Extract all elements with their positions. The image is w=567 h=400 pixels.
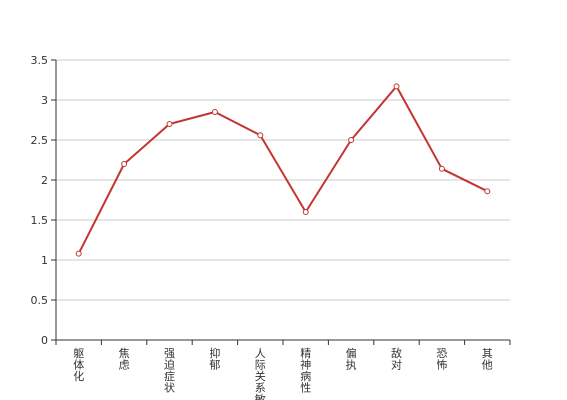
data-point[interactable] — [438, 165, 445, 172]
data-point[interactable] — [75, 250, 82, 257]
x-tick-label: 精神病性 — [300, 347, 311, 395]
x-tick-label: 偏执 — [346, 346, 357, 372]
y-tick-labels: 0 0.5 1 1.5 2 2.5 3 3.5 — [31, 54, 49, 347]
grid-lines — [56, 59, 510, 301]
axes — [51, 59, 511, 345]
series — [75, 83, 491, 257]
y-tick-label: 1 — [41, 254, 48, 267]
y-tick-label: 3 — [41, 94, 48, 107]
x-tick-label: 焦虑 — [119, 347, 130, 372]
y-tick-label: 0.5 — [31, 294, 49, 307]
data-point[interactable] — [484, 188, 491, 195]
y-tick-label: 3.5 — [31, 54, 49, 67]
y-tick-label: 1.5 — [31, 214, 49, 227]
data-point[interactable] — [393, 83, 400, 90]
x-tick-label: 躯体化 — [73, 347, 84, 383]
y-tick-label: 2.5 — [31, 134, 49, 147]
x-tick-label: 敌对 — [391, 346, 402, 372]
data-point[interactable] — [348, 137, 355, 143]
data-point[interactable] — [211, 109, 218, 115]
x-tick-label: 其他 — [482, 347, 493, 372]
series-line — [77, 85, 488, 255]
data-point[interactable] — [302, 209, 309, 215]
y-tick-label: 0 — [41, 334, 48, 347]
y-tick-label: 2 — [41, 174, 48, 187]
x-tick-label: 抑郁 — [209, 346, 220, 372]
data-point[interactable] — [121, 161, 128, 167]
x-tick-labels: 躯体化 焦虑 强迫症状 抑郁 人际关系敏感 精神病性 偏执 敌对 恐怖 其他 — [73, 346, 493, 400]
x-tick-label: 强迫症状 — [164, 347, 175, 395]
x-tick-label: 恐怖 — [436, 347, 447, 372]
x-tick-label: 人际关系敏感 — [255, 347, 266, 400]
data-point[interactable] — [166, 121, 173, 127]
data-point[interactable] — [257, 132, 264, 139]
